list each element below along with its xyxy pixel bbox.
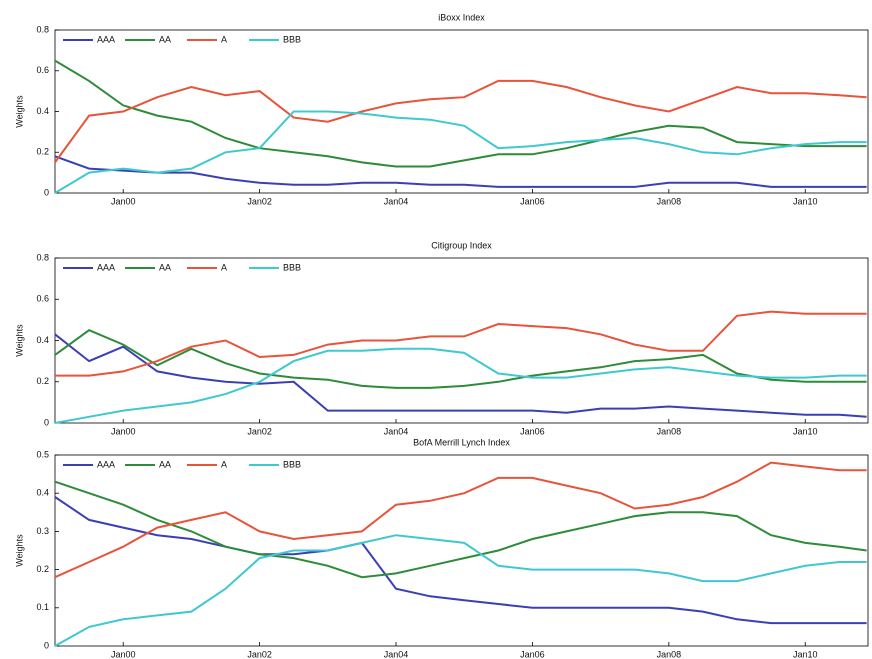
- legend-label: AAA: [97, 262, 115, 272]
- x-tick-label: Jan04: [384, 649, 409, 659]
- plot-frame: [54, 257, 869, 424]
- legend-label: AAA: [97, 459, 115, 469]
- plot-frame: [54, 454, 869, 647]
- series-line: [54, 534, 867, 647]
- x-tick-label: Jan02: [247, 426, 272, 436]
- x-tick-label: Jan00: [111, 426, 136, 436]
- series-line: [54, 347, 867, 424]
- chart-title: iBoxx Index: [438, 12, 485, 22]
- y-tick-label: 0.4: [36, 106, 49, 116]
- y-tick-label: 0: [44, 640, 49, 650]
- y-tick-label: 0.4: [36, 488, 49, 498]
- legend-label: A: [221, 34, 227, 44]
- series-line: [54, 59, 867, 168]
- series-line: [55, 310, 867, 377]
- x-tick-label: Jan00: [111, 649, 136, 659]
- legend-label: A: [221, 459, 227, 469]
- y-tick-label: 0.5: [36, 449, 49, 459]
- series-line: [54, 480, 867, 579]
- y-tick-label: 0: [44, 417, 49, 427]
- chart-title: Citigroup Index: [431, 240, 492, 250]
- legend-label: AA: [159, 262, 171, 272]
- series-line: [54, 155, 867, 188]
- series-line: [54, 79, 867, 163]
- y-tick-label: 0.2: [36, 147, 49, 157]
- y-tick-label: 0.1: [36, 602, 49, 612]
- y-tick-label: 0: [44, 187, 49, 197]
- legend-label: AAA: [97, 34, 115, 44]
- y-tick-label: 0.4: [36, 335, 49, 345]
- chart-title: BofA Merrill Lynch Index: [413, 437, 510, 447]
- x-tick-label: Jan06: [520, 196, 545, 206]
- x-tick-label: Jan10: [793, 196, 818, 206]
- x-tick-label: Jan10: [793, 426, 818, 436]
- series-line: [54, 461, 867, 579]
- x-tick-label: Jan02: [247, 649, 272, 659]
- y-tick-label: 0.2: [36, 376, 49, 386]
- y-axis-label: Weights: [14, 95, 24, 128]
- series-line: [54, 333, 867, 418]
- x-tick-label: Jan08: [657, 649, 682, 659]
- y-axis-label: Weights: [14, 534, 24, 567]
- series-line: [54, 329, 867, 389]
- legend-label: BBB: [283, 34, 301, 44]
- legend-label: BBB: [283, 262, 301, 272]
- legend-label: AA: [159, 459, 171, 469]
- x-tick-label: Jan02: [247, 196, 272, 206]
- legend-label: A: [221, 262, 227, 272]
- x-tick-label: Jan08: [657, 426, 682, 436]
- y-tick-label: 0.6: [36, 65, 49, 75]
- series-line: [54, 110, 867, 194]
- x-tick-label: Jan06: [520, 649, 545, 659]
- y-tick-label: 0.2: [36, 564, 49, 574]
- series-line: [54, 496, 867, 625]
- y-tick-label: 0.8: [36, 24, 49, 34]
- legend-label: AA: [159, 34, 171, 44]
- legend-label: BBB: [283, 459, 301, 469]
- x-tick-label: Jan08: [657, 196, 682, 206]
- x-tick-label: Jan04: [384, 426, 409, 436]
- x-tick-label: Jan10: [793, 649, 818, 659]
- y-tick-label: 0.3: [36, 526, 49, 536]
- y-tick-label: 0.6: [36, 294, 49, 304]
- x-tick-label: Jan04: [384, 196, 409, 206]
- x-tick-label: Jan00: [111, 196, 136, 206]
- plot-frame: [54, 29, 869, 194]
- y-tick-label: 0.8: [36, 252, 49, 262]
- y-axis-label: Weights: [14, 324, 24, 357]
- x-tick-label: Jan06: [520, 426, 545, 436]
